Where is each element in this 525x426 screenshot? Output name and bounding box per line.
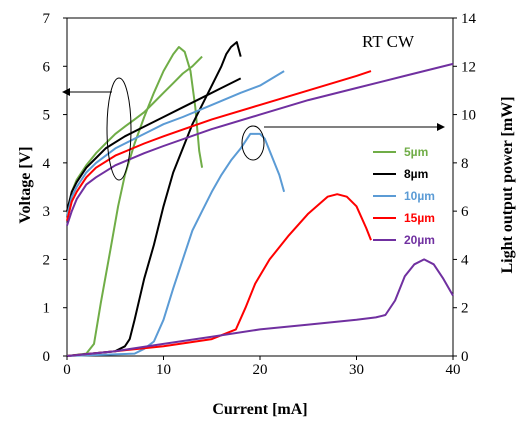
- y-right-tick-label: 14: [461, 11, 477, 27]
- legend-label: 20µm: [404, 233, 435, 247]
- y-left-tick-label: 2: [43, 252, 51, 268]
- condition-annotation: RT CW: [362, 32, 415, 51]
- y-left-tick-label: 7: [43, 11, 51, 27]
- power-curves-ellipse: [241, 125, 265, 161]
- y-right-tick-label: 4: [461, 252, 469, 268]
- power-line-series-3: [66, 132, 286, 357]
- legend-label: 10µm: [404, 189, 435, 203]
- y-left-tick-label: 1: [43, 301, 51, 317]
- power-line-series-5: [66, 258, 454, 357]
- voltage-line-series-5: [66, 62, 454, 226]
- y-right-tick-label: 10: [461, 108, 476, 124]
- power-line-series-4: [66, 193, 372, 357]
- x-tick-label: 10: [156, 362, 171, 378]
- legend-label: 8µm: [404, 167, 428, 181]
- x-tick-label: 0: [63, 362, 71, 378]
- y-left-tick-label: 3: [43, 204, 51, 220]
- y-left-tick-label: 5: [43, 108, 51, 124]
- y-right-tick-label: 12: [461, 59, 476, 75]
- y-left-tick-label: 4: [43, 156, 51, 172]
- voltage-curves-ellipse: [106, 77, 132, 181]
- legend: 5µm 8µm 10µm 15µm 20µm: [373, 145, 435, 247]
- y-left-tick-label: 0: [43, 349, 51, 365]
- y-right-tick-label: 8: [461, 156, 469, 172]
- voltage-line-series-4: [66, 70, 372, 222]
- series-lines: [66, 41, 454, 357]
- y-left-tick-label: 6: [43, 59, 51, 75]
- y-right-tick-label: 0: [461, 349, 469, 365]
- y-right-axis-title: Light output power [mW]: [499, 96, 516, 273]
- x-tick-label: 40: [446, 362, 461, 378]
- y-right-tick-label: 6: [461, 204, 469, 220]
- x-tick-label: 20: [253, 362, 268, 378]
- power-line-series-2: [66, 41, 242, 357]
- y-right-tick-label: 2: [461, 301, 469, 317]
- legend-label: 15µm: [404, 211, 435, 225]
- voltage-line-series-3: [66, 70, 285, 217]
- x-tick-label: 30: [349, 362, 364, 378]
- x-axis-title: Current [mA]: [212, 401, 307, 418]
- y-left-axis-title: Voltage [V]: [17, 146, 34, 223]
- voltage-line-series-1: [66, 55, 203, 217]
- power-line-series-1: [66, 46, 204, 357]
- voltage-axis-arrowhead: [62, 88, 70, 96]
- legend-label: 5µm: [404, 145, 428, 159]
- power-axis-arrowhead: [437, 123, 445, 131]
- axis-pointer-annotations: [62, 77, 445, 181]
- voltage-line-series-2: [66, 77, 242, 212]
